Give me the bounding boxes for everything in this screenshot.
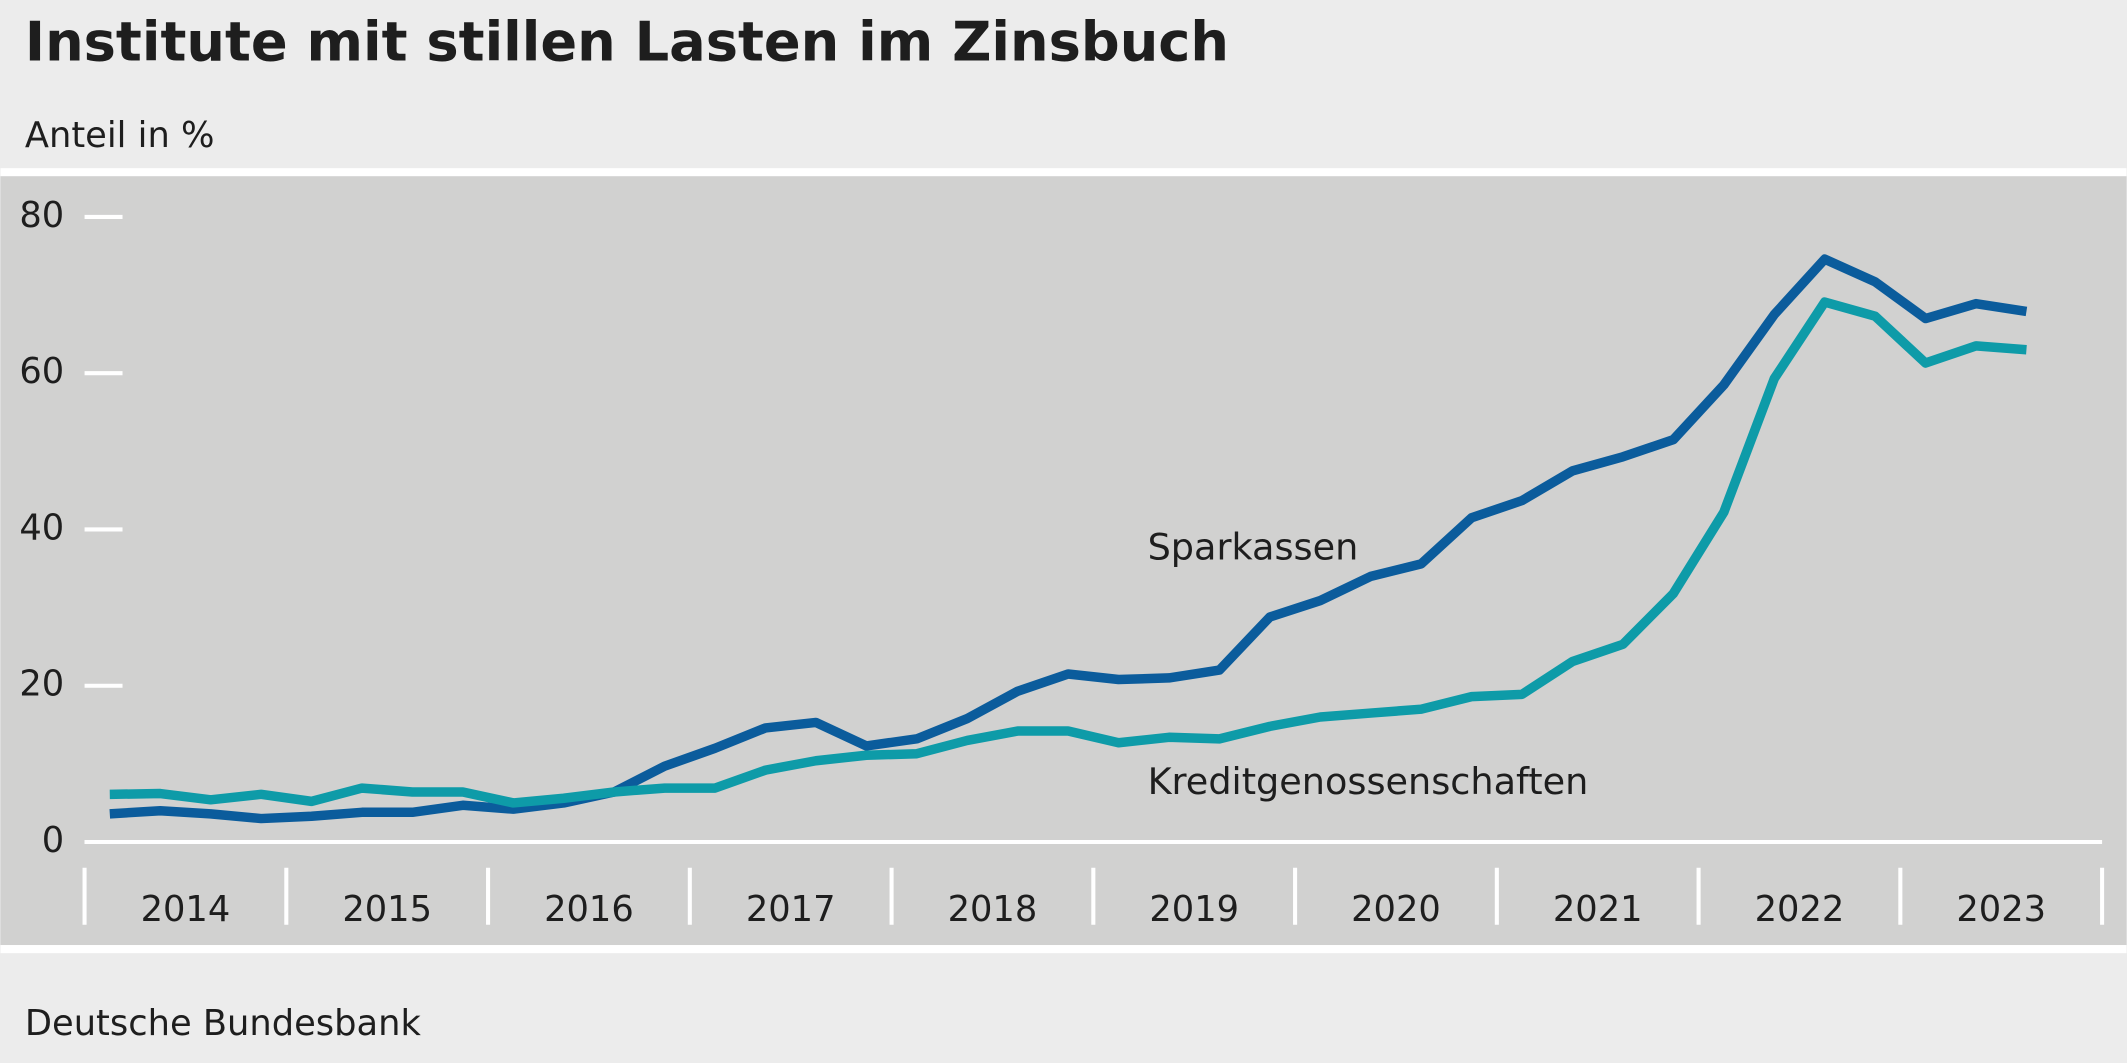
x-tick-label: 2015 xyxy=(342,889,432,930)
source: Deutsche Bundesbank xyxy=(25,1003,422,1044)
x-tick-label: 2018 xyxy=(948,889,1038,930)
y-tick-label: 20 xyxy=(19,664,64,705)
plot-area xyxy=(0,176,2127,946)
divider xyxy=(0,168,2127,177)
series-line xyxy=(109,254,2028,824)
chart-subtitle: Anteil in % xyxy=(25,115,215,156)
x-tick-label: 2023 xyxy=(1956,889,2046,930)
chart-title: Institute mit stillen Lasten im Zinsbuch xyxy=(25,11,1229,74)
y-tick-label: 0 xyxy=(42,820,64,861)
series-label: Sparkassen xyxy=(1148,526,1359,569)
y-tick-label: 40 xyxy=(19,507,64,548)
x-tick-label: 2020 xyxy=(1351,889,1441,930)
x-tick-label: 2017 xyxy=(746,889,836,930)
x-tick-label: 2022 xyxy=(1755,889,1845,930)
divider xyxy=(0,945,2127,954)
y-tick-label: 60 xyxy=(19,351,64,392)
x-tick-label: 2016 xyxy=(544,889,634,930)
x-tick-label: 2019 xyxy=(1149,889,1239,930)
x-tick-label: 2021 xyxy=(1553,889,1643,930)
series-label: Kreditgenossenschaften xyxy=(1148,760,1589,803)
y-tick-label: 80 xyxy=(19,195,64,236)
series-line xyxy=(109,297,2027,808)
x-tick-label: 2014 xyxy=(141,889,231,930)
